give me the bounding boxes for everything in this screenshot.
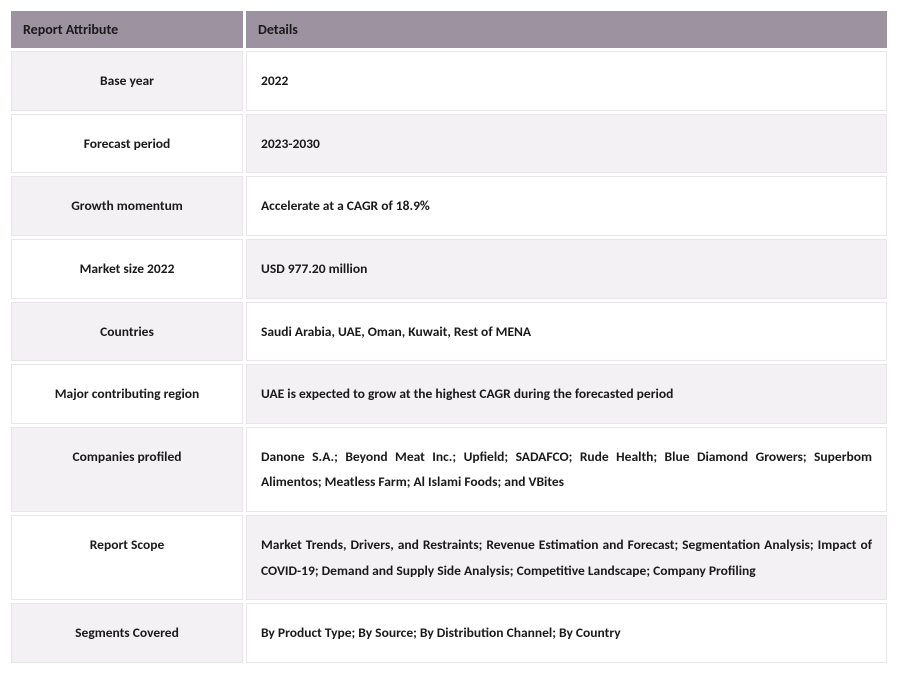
row-detail: 2022 <box>246 51 887 111</box>
row-detail: Saudi Arabia, UAE, Oman, Kuwait, Rest of… <box>246 302 887 362</box>
table-row: Report Scope Market Trends, Drivers, and… <box>11 515 887 600</box>
table-header-row: Report Attribute Details <box>11 11 887 48</box>
table-row: Countries Saudi Arabia, UAE, Oman, Kuwai… <box>11 302 887 362</box>
column-header-attribute: Report Attribute <box>11 11 243 48</box>
table-row: Segments Covered By Product Type; By Sou… <box>11 603 887 663</box>
table-row: Growth momentum Accelerate at a CAGR of … <box>11 176 887 236</box>
row-detail: 2023-2030 <box>246 114 887 174</box>
table-row: Base year 2022 <box>11 51 887 111</box>
table-body: Base year 2022 Forecast period 2023-2030… <box>11 51 887 663</box>
row-attribute: Forecast period <box>11 114 243 174</box>
row-attribute: Base year <box>11 51 243 111</box>
row-detail: USD 977.20 million <box>246 239 887 299</box>
column-header-details: Details <box>246 11 887 48</box>
table-row: Forecast period 2023-2030 <box>11 114 887 174</box>
row-attribute: Companies profiled <box>11 427 243 512</box>
row-detail: Accelerate at a CAGR of 18.9% <box>246 176 887 236</box>
row-detail: By Product Type; By Source; By Distribut… <box>246 603 887 663</box>
table-row: Market size 2022 USD 977.20 million <box>11 239 887 299</box>
table-row: Companies profiled Danone S.A.; Beyond M… <box>11 427 887 512</box>
table-row: Major contributing region UAE is expecte… <box>11 364 887 424</box>
row-attribute: Major contributing region <box>11 364 243 424</box>
row-attribute: Segments Covered <box>11 603 243 663</box>
row-attribute: Countries <box>11 302 243 362</box>
row-detail: Market Trends, Drivers, and Restraints; … <box>246 515 887 600</box>
report-attributes-table: Report Attribute Details Base year 2022 … <box>8 8 890 666</box>
row-detail: Danone S.A.; Beyond Meat Inc.; Upfield; … <box>246 427 887 512</box>
row-attribute: Report Scope <box>11 515 243 600</box>
row-attribute: Growth momentum <box>11 176 243 236</box>
row-attribute: Market size 2022 <box>11 239 243 299</box>
row-detail: UAE is expected to grow at the highest C… <box>246 364 887 424</box>
